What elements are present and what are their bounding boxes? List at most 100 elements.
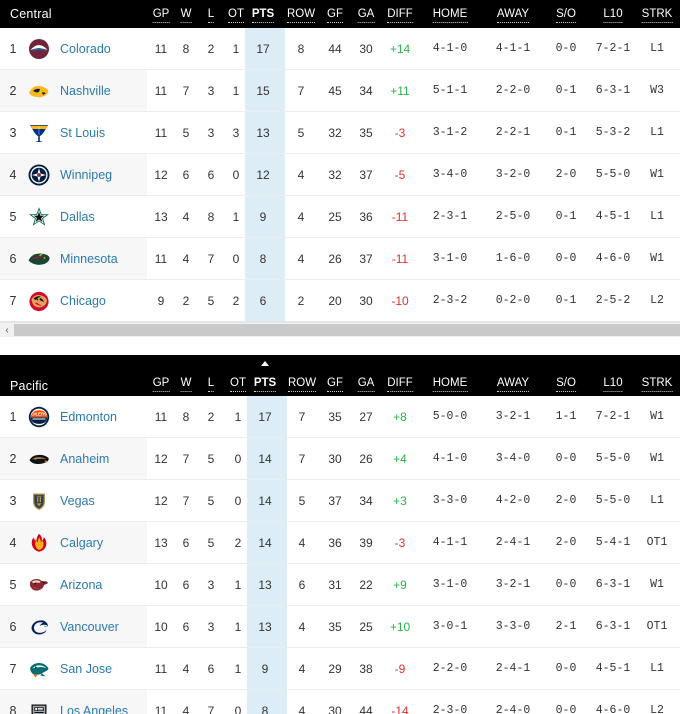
team-name-link[interactable]: Edmonton (60, 409, 117, 424)
vegas-golden-knights-logo (26, 488, 52, 514)
cell-so: 0-0 (555, 252, 577, 265)
team-name-link[interactable]: San Jose (60, 661, 113, 676)
column-header-w[interactable]: W (180, 8, 192, 23)
table-row[interactable]: 3 St Louis 11 5 3 3 13 5 32 35 -3 3-1-2 2-2-1 0-1 5-3-… (0, 112, 680, 154)
cell-away: 2-4-0 (495, 704, 531, 714)
table-row[interactable]: 1 OILERS Edmonton 11 8 2 1 17 7 35 27 +8 5-0-0 3-2-1 1… (0, 396, 680, 438)
cell-away: 4-2-0 (495, 494, 531, 507)
table-row[interactable]: 4 Calgary 13 6 5 2 14 4 36 39 -3 4-1-1 2-4-1 2-0 5-4-1… (0, 522, 680, 564)
column-header-row[interactable]: ROW (286, 8, 316, 23)
column-header-gp[interactable]: GP (152, 8, 170, 23)
team-name-link[interactable]: Winnipeg (60, 167, 113, 182)
pts-column-highlight (247, 564, 287, 605)
cell-row: 7 (298, 409, 306, 424)
column-header-l[interactable]: L (207, 8, 215, 23)
team-name-link[interactable]: Colorado (60, 41, 111, 56)
cell-gf: 36 (328, 535, 342, 550)
column-header-away[interactable]: AWAY (496, 377, 530, 392)
table-row[interactable]: 7 San Jose 11 4 6 1 9 4 29 38 -9 2-2-0 2-4-1 0-0 4-5-1… (0, 648, 680, 690)
table-row[interactable]: 6 Vancouver 10 6 3 1 13 4 35 25 +10 3-0-1 3-3-0 2-1 6-… (0, 606, 680, 648)
table-row[interactable]: 1 Colorado 11 8 2 1 17 8 44 30 +14 4-1-0 4-1-1 0-0 7-2… (0, 28, 680, 70)
team-name-link[interactable]: Anaheim (60, 451, 110, 466)
st-louis-blues-logo (26, 120, 52, 146)
cell-home: 3-1-0 (432, 252, 468, 265)
column-header-ga[interactable]: GA (357, 8, 375, 23)
cell-ga: 38 (359, 661, 373, 676)
cell-w: 4 (182, 703, 190, 714)
cell-row: 7 (298, 451, 306, 466)
column-header-so[interactable]: S/O (556, 8, 576, 23)
cell-away: 3-2-1 (495, 578, 531, 591)
cell-strk: W1 (650, 252, 664, 265)
team-name-link[interactable]: Los Angeles (60, 703, 129, 714)
pts-column-highlight (245, 70, 285, 111)
team-name-link[interactable]: Calgary (60, 535, 104, 550)
cell-home: 2-3-0 (432, 704, 468, 714)
column-header-ot[interactable]: OT (228, 8, 244, 23)
column-header-diff[interactable]: DIFF (387, 377, 413, 392)
cell-gp: 10 (154, 619, 168, 634)
calgary-flames-logo (26, 530, 52, 556)
column-header-gp[interactable]: GP (152, 377, 170, 392)
column-header-away[interactable]: AWAY (496, 8, 530, 23)
team-name-cell: 6 Vancouver (0, 606, 147, 647)
cell-l: 3 (207, 125, 215, 140)
table-row[interactable]: 2 Nashville 11 7 3 1 15 7 45 34 +11 5-1-1 2-2-0 0-1 6-… (0, 70, 680, 112)
column-header-ga[interactable]: GA (357, 377, 375, 392)
horizontal-scrollbar[interactable]: ‹ (0, 322, 680, 337)
team-name-link[interactable]: Arizona (60, 577, 103, 592)
cell-strk: L1 (650, 210, 664, 223)
cell-pts: 9 (261, 661, 269, 676)
column-header-ot[interactable]: OT (230, 377, 246, 392)
team-name-link[interactable]: Chicago (60, 293, 106, 308)
table-row[interactable]: 8 Los Angeles 11 4 7 0 8 4 30 44 -14 2-3-0 2-4-0 0-0 4… (0, 690, 680, 714)
cell-w: 6 (182, 535, 190, 550)
column-header-l[interactable]: L (207, 377, 215, 392)
cell-gf: 29 (328, 661, 342, 676)
scrollbar-track[interactable] (14, 324, 680, 336)
scrollbar-thumb[interactable] (14, 324, 680, 336)
column-header-strk[interactable]: STRK (641, 8, 673, 23)
table-row[interactable]: 6 Minnesota 11 4 7 0 8 4 26 37 -11 3-1-0 1-6-0 0-0 4-6… (0, 238, 680, 280)
team-name-link[interactable]: Vegas (60, 493, 95, 508)
team-name-link[interactable]: Nashville (60, 83, 111, 98)
column-header-l10[interactable]: L10 (603, 8, 623, 23)
rank-number: 3 (9, 493, 17, 508)
cell-l: 7 (207, 703, 215, 714)
column-header-gf[interactable]: GF (327, 8, 343, 23)
column-header-strk[interactable]: STRK (641, 377, 673, 392)
column-header-home[interactable]: HOME (432, 377, 468, 392)
cell-ot: 1 (232, 83, 240, 98)
cell-diff: -9 (394, 661, 406, 676)
table-row[interactable]: 4 Winnipeg 12 6 6 0 12 4 32 37 -5 3-4-0 3-2-0 2-0 5-5-… (0, 154, 680, 196)
column-header-pts[interactable]: PTS (251, 8, 275, 23)
scroll-left-arrow-icon[interactable]: ‹ (0, 323, 14, 337)
column-header-pts[interactable]: PTS (253, 377, 277, 392)
cell-gp: 11 (154, 83, 168, 98)
table-row[interactable]: 7 Chicago 9 2 5 2 6 2 20 30 -10 2-3-2 0-2-0 0-1 2-5-2 L… (0, 280, 680, 322)
team-name-cell: 7 Chicago (0, 280, 147, 321)
column-header-l10[interactable]: L10 (603, 377, 623, 392)
table-row[interactable]: 5 Arizona 10 6 3 1 13 6 31 22 +9 3-1-0 3-2-1 0-0 6-3-1… (0, 564, 680, 606)
table-row[interactable]: 5 Dallas 13 4 8 1 9 4 25 36 -11 2-3-1 2-5-0 0-1 4-5-1 L… (0, 196, 680, 238)
cell-w: 5 (182, 125, 190, 140)
table-row[interactable]: 3 Vegas 12 7 5 0 14 5 37 34 +3 3-3-0 4-2-0 2-0 5-5-0 L1 (0, 480, 680, 522)
cell-gp: 13 (154, 535, 168, 550)
column-header-diff[interactable]: DIFF (387, 8, 413, 23)
cell-so: 2-0 (555, 494, 577, 507)
column-header-so[interactable]: S/O (556, 377, 576, 392)
team-name-link[interactable]: Minnesota (60, 251, 118, 266)
cell-gp: 12 (154, 493, 168, 508)
column-header-gf[interactable]: GF (327, 377, 343, 392)
column-header-row[interactable]: ROW (287, 377, 317, 392)
team-name-link[interactable]: Dallas (60, 209, 95, 224)
cell-gf: 30 (328, 703, 342, 714)
table-row[interactable]: 2 Anaheim 12 7 5 0 14 7 30 26 +4 4-1-0 3-4-0 0-0 5-5-0… (0, 438, 680, 480)
column-header-home[interactable]: HOME (432, 8, 468, 23)
team-name-link[interactable]: St Louis (60, 125, 106, 140)
cell-strk: L1 (650, 42, 664, 55)
team-name-link[interactable]: Vancouver (60, 619, 119, 634)
cell-so: 1-1 (555, 410, 577, 423)
column-header-w[interactable]: W (180, 377, 192, 392)
cell-l: 6 (207, 661, 215, 676)
